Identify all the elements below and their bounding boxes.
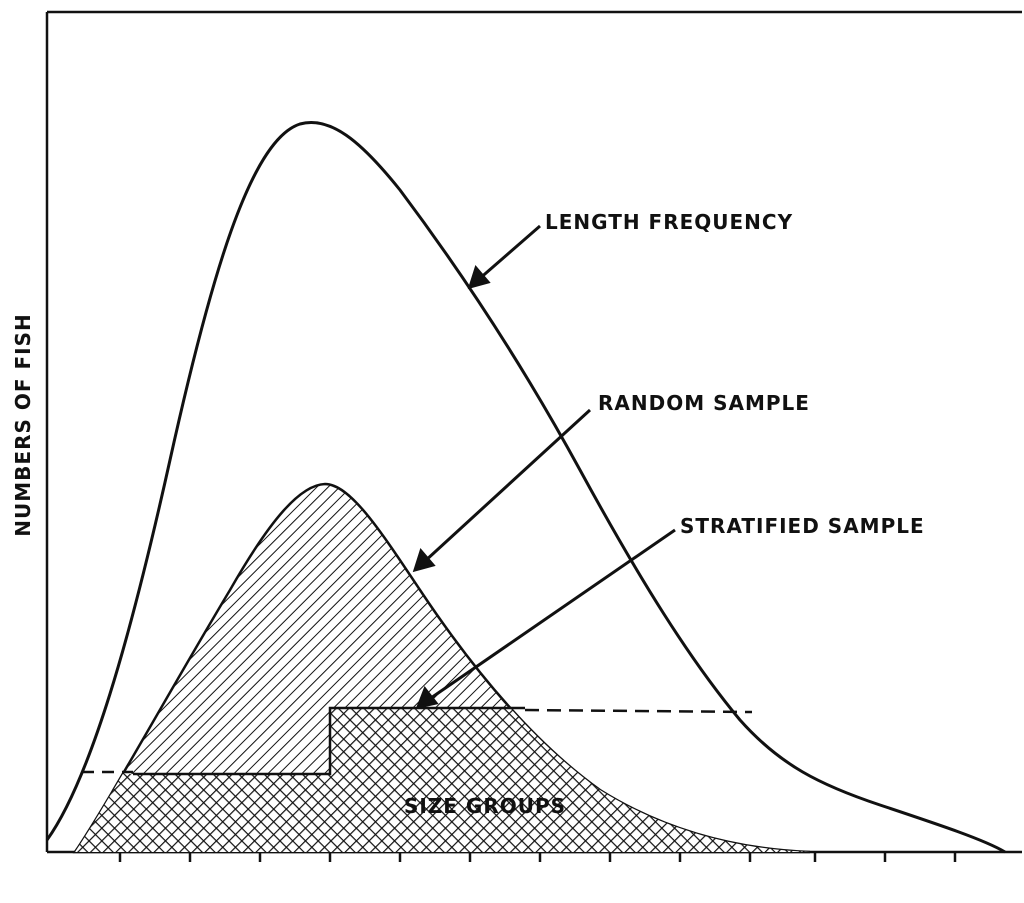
stratified-sample-label: STRATIFIED SAMPLE: [680, 514, 925, 538]
x-axis-label: SIZE GROUPS: [404, 794, 566, 818]
random-sample-label: RANDOM SAMPLE: [598, 391, 810, 415]
stratified-step: [82, 706, 753, 776]
ticks: [118, 852, 957, 862]
y-axis-label: NUMBERS OF FISH: [11, 313, 35, 536]
length-frequency-curve: [45, 121, 1006, 854]
arrows: [412, 224, 676, 710]
random-sample-area: [72, 482, 811, 854]
length-frequency-label: LENGTH FREQUENCY: [545, 210, 793, 234]
